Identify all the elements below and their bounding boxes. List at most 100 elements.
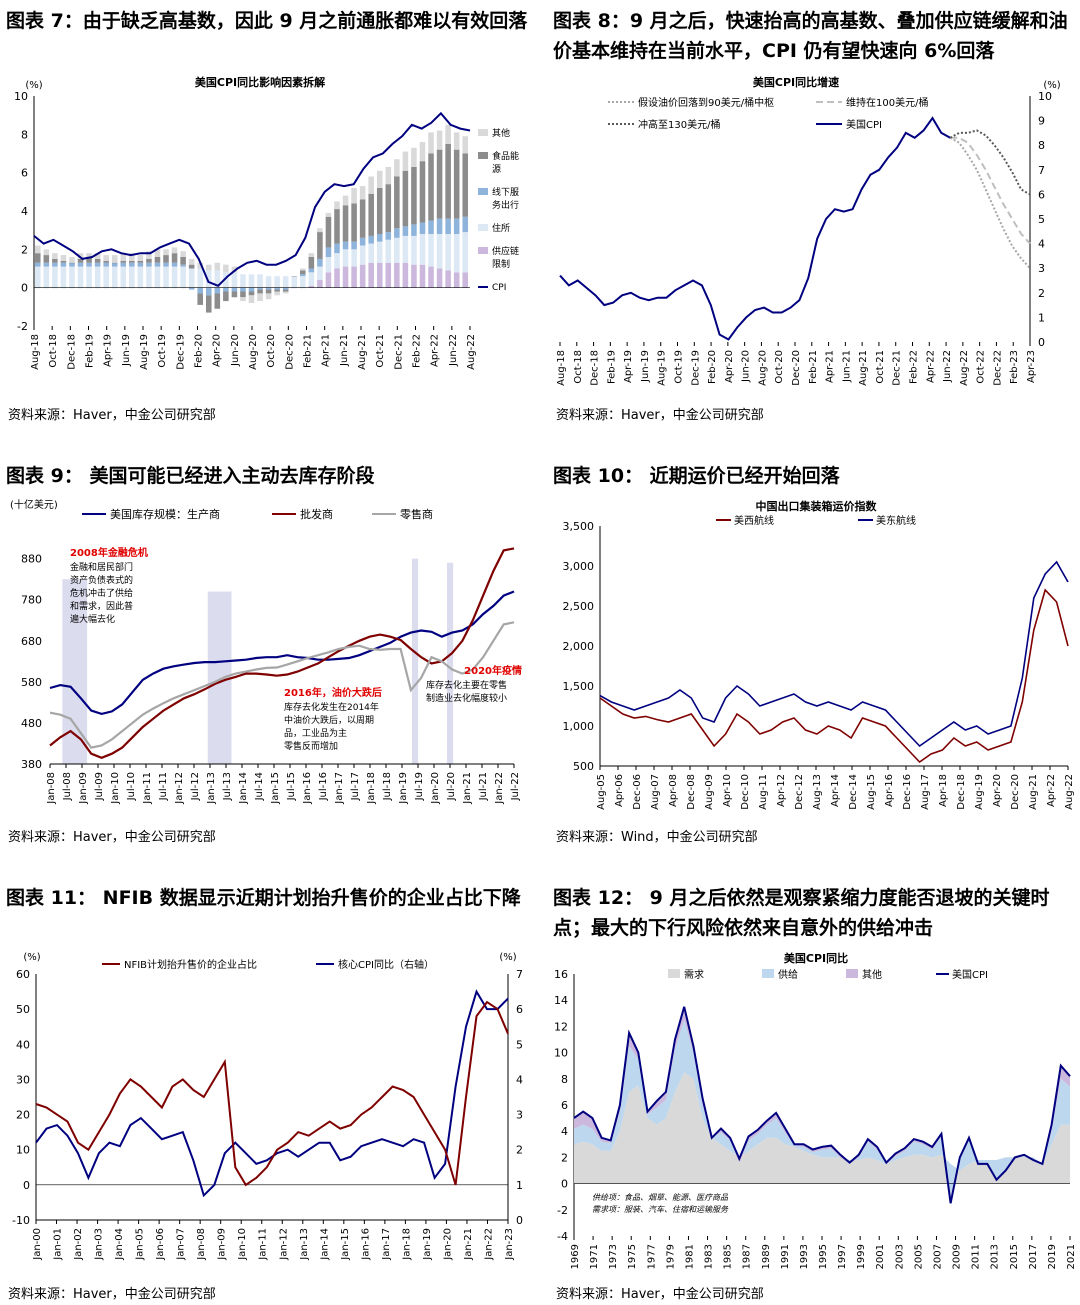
y-tick-label: 0 bbox=[23, 1179, 30, 1192]
x-tick-label: Aug-13 bbox=[812, 774, 823, 810]
bar-segment bbox=[282, 287, 289, 290]
bar-segment bbox=[103, 260, 109, 263]
annotation-text: 品，工业品为主 bbox=[284, 727, 347, 739]
y-tick-label: -2 bbox=[17, 320, 28, 333]
x-tick-label: Oct-20 bbox=[774, 350, 785, 384]
x-tick-label: Jan-01 bbox=[53, 1228, 64, 1261]
x-tick-label: Jan-20 bbox=[442, 1228, 453, 1261]
bar-segment bbox=[94, 253, 101, 259]
bar-segment bbox=[69, 257, 75, 263]
bar-segment bbox=[342, 241, 349, 250]
x-tick-label: Jan-13 bbox=[299, 1228, 310, 1261]
x-tick-label: Jun-22 bbox=[942, 350, 953, 383]
x-tick-label: 1969 bbox=[570, 1244, 581, 1269]
legend-label: 其他 bbox=[492, 127, 510, 139]
bar-segment bbox=[453, 132, 460, 150]
bar-segment bbox=[35, 266, 41, 288]
y-tick-label-right: 0 bbox=[516, 1214, 523, 1227]
y-tick-label: 2,500 bbox=[563, 600, 595, 613]
bar-segment bbox=[385, 262, 392, 288]
x-tick-label: Oct-19 bbox=[157, 334, 168, 368]
x-tick-label: Oct-18 bbox=[573, 350, 584, 384]
shaded-band bbox=[446, 562, 454, 764]
y-tick-label: 1,000 bbox=[563, 720, 595, 733]
bar-segment bbox=[60, 260, 67, 263]
bar-segment bbox=[86, 262, 92, 267]
bar-segment bbox=[445, 143, 451, 219]
bar-segment bbox=[248, 291, 255, 296]
x-tick-label: Jan-20 bbox=[430, 772, 441, 805]
x-tick-label: Dec-18 bbox=[956, 774, 967, 810]
series-line bbox=[35, 989, 509, 1198]
bar-segment bbox=[342, 205, 349, 242]
x-tick-label: Apr-16 bbox=[884, 774, 895, 807]
bar-segment bbox=[60, 266, 67, 288]
y-tick-label: 0 bbox=[21, 282, 28, 295]
bar-segment bbox=[188, 258, 195, 265]
bar-segment bbox=[214, 293, 221, 309]
bar-segment bbox=[334, 243, 340, 254]
chart-container-freight: 中国出口集装箱运价指数 3,500 3,000 2,500 2,000 1,500 1,00… bbox=[563, 499, 1076, 810]
bar-segment bbox=[402, 226, 409, 236]
x-tick-label: Jul-10 bbox=[126, 772, 137, 801]
x-tick-label: Jan-22 bbox=[483, 1228, 494, 1261]
bar-segment bbox=[257, 293, 263, 302]
x-tick-label: Oct-18 bbox=[48, 334, 59, 368]
bar-segment bbox=[428, 234, 434, 267]
bar-segment bbox=[368, 176, 374, 194]
bar-segment bbox=[94, 262, 101, 267]
y-tick-label: 480 bbox=[21, 717, 42, 730]
bar-segment bbox=[60, 255, 67, 261]
x-tick-label: Jan-17 bbox=[381, 1228, 392, 1261]
bar-segment bbox=[129, 260, 135, 263]
legend-label: 其他 bbox=[862, 968, 882, 981]
bar-segment bbox=[43, 262, 50, 267]
bar-segment bbox=[163, 266, 169, 288]
x-tick-label: Jun-21 bbox=[841, 350, 852, 383]
area-demand bbox=[574, 1072, 1070, 1184]
series-line bbox=[599, 560, 1069, 748]
bar-segment bbox=[163, 262, 169, 267]
x-tick-label: Jan-16 bbox=[302, 772, 313, 805]
x-tick-label: Jun-20 bbox=[230, 334, 241, 367]
bar-segment bbox=[111, 262, 118, 264]
bar-segment bbox=[180, 251, 186, 257]
bar-segment bbox=[351, 249, 357, 267]
bar-segment bbox=[154, 266, 161, 288]
bar-segment bbox=[411, 235, 417, 265]
bar-segment bbox=[52, 253, 58, 259]
chart-title: 美国CPI同比影响因素拆解 bbox=[195, 75, 325, 89]
x-tick-label: Jul-20 bbox=[446, 772, 457, 801]
x-tick-label: Aug-20 bbox=[757, 350, 768, 386]
legend-label: 线下服 bbox=[492, 186, 519, 198]
bar-segment bbox=[308, 253, 315, 257]
bar-segment bbox=[351, 188, 357, 204]
y-unit-label: (%) bbox=[25, 80, 42, 91]
x-tick-label: Aug-18 bbox=[30, 334, 41, 370]
bar-segment bbox=[69, 266, 75, 288]
bar-segment bbox=[376, 262, 383, 288]
bar-segment bbox=[231, 272, 238, 288]
bar-segment bbox=[248, 295, 255, 303]
bar-segment bbox=[394, 176, 400, 229]
x-tick-label: Oct-22 bbox=[976, 350, 987, 384]
bar-segment bbox=[86, 266, 92, 288]
x-tick-label: Jan-14 bbox=[238, 772, 249, 805]
x-tick-label: Jan-07 bbox=[176, 1228, 187, 1261]
bar-segment bbox=[163, 249, 169, 256]
bar-segment bbox=[359, 264, 366, 288]
bar-segment bbox=[453, 149, 460, 219]
bar-segment bbox=[368, 235, 374, 244]
x-tick-label: Apr-08 bbox=[668, 774, 679, 807]
bar-segment bbox=[376, 170, 383, 188]
x-tick-label: Jan-11 bbox=[142, 772, 153, 805]
bar-segment bbox=[188, 287, 195, 290]
x-tick-label: Apr-22 bbox=[925, 350, 936, 383]
x-tick-label: Apr-12 bbox=[776, 774, 787, 807]
x-tick-label: Jun-19 bbox=[121, 334, 132, 367]
legend-label: 维持在100美元/桶 bbox=[846, 96, 928, 109]
bar-segment bbox=[317, 280, 323, 288]
panel-title-9: 图表 9： 美国可能已经进入主动去库存阶段 bbox=[6, 465, 375, 487]
x-tick-label: Apr-20 bbox=[212, 334, 223, 367]
chart-title: 美国CPI同比增速 bbox=[753, 75, 839, 89]
